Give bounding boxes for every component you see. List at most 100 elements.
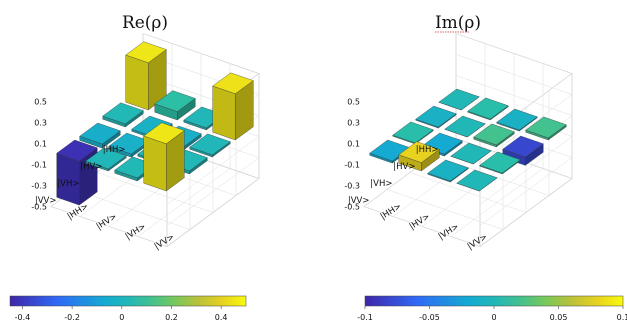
row-label: |HH> <box>416 145 439 155</box>
floor-gridline <box>50 206 168 247</box>
row-label: |VH> <box>57 179 79 189</box>
row-label: |VH> <box>370 179 392 189</box>
colorbar-tick-label: -0.05 <box>419 313 440 322</box>
bar-1-1 <box>444 115 486 138</box>
bar-3-3 <box>456 169 498 192</box>
floor-gridline <box>450 168 544 237</box>
colorbar-gradient <box>9 295 247 307</box>
bar-top-face <box>102 102 144 125</box>
colorbar-tick-label: 0.4 <box>215 313 228 322</box>
z-tick-label: 0.3 <box>347 119 360 128</box>
row-label: |VV> <box>348 196 370 206</box>
bar-top-face <box>467 97 509 120</box>
bar-front-face <box>143 135 167 192</box>
bar-top-face <box>212 72 254 94</box>
colorbar-tick-label: -0.2 <box>64 313 80 322</box>
bar-2-2 <box>450 142 492 165</box>
bars <box>56 41 254 206</box>
z-tick-label: -0.5 <box>344 203 360 212</box>
colorbar: -0.4 -0.2 0 0.2 0.4 <box>9 295 247 322</box>
bar-top-face <box>473 123 515 146</box>
bar-front-face <box>212 85 236 141</box>
bar-top-face <box>108 132 150 155</box>
column-label: |HV> <box>408 212 432 232</box>
z-tick-label: 0.5 <box>347 98 360 107</box>
bar-0-3 <box>525 116 567 141</box>
z-tick-label: -0.3 <box>31 182 47 191</box>
bar-top-face <box>369 139 411 162</box>
bar-top-face <box>79 122 121 145</box>
colorbar-tick-label: -0.4 <box>15 313 31 322</box>
bar-top-face <box>438 88 480 111</box>
bar-0-1 <box>154 90 196 121</box>
z-tick-label: 0.3 <box>34 119 47 128</box>
bar-3-3 <box>143 122 185 192</box>
colorbar-tick-label: 0 <box>119 313 124 322</box>
column-label: |VH> <box>124 222 148 242</box>
floor-gridline <box>363 206 481 247</box>
z-tick-label: -0.5 <box>31 203 47 212</box>
bar-top-face <box>189 133 231 156</box>
bar-3-1 <box>398 141 440 172</box>
bars <box>369 88 567 192</box>
bar-top-face <box>456 169 498 192</box>
colorbar: -0.1 -0.05 0 0.05 0.1 <box>357 295 627 322</box>
z-tick-labels: 0.5 0.3 0.1 -0.1 -0.3 -0.5 <box>344 98 360 212</box>
floor-gridline <box>137 168 231 237</box>
bar-1-0 <box>415 105 457 129</box>
row-label: |HV> <box>80 162 102 172</box>
column-labels: |HH> |HV> |VH>|VV> <box>379 201 490 252</box>
column-label: |VV> <box>153 232 177 252</box>
column-labels: |HH> |HV> |VH>|VV> <box>66 201 177 252</box>
bar-1-0 <box>102 102 144 128</box>
bar-top-face <box>415 105 457 128</box>
bar-top-face <box>143 122 185 144</box>
row-labels: |HH>|HV>|VH>|VV> <box>348 145 439 206</box>
z-tick-labels: 0.5 0.3 0.1 -0.1 -0.3 -0.5 <box>31 98 47 212</box>
z-tick-label: 0.1 <box>34 140 47 149</box>
bar-0-2 <box>496 108 538 132</box>
chart-title-im: Im(ρ) <box>435 13 481 33</box>
column-label: |VH> <box>437 222 461 242</box>
floor-gridline <box>386 189 504 230</box>
bar-top-face <box>525 116 567 139</box>
z-tick-label: -0.1 <box>344 161 360 170</box>
bar-0-0 <box>125 41 167 111</box>
column-label: |HV> <box>95 212 119 232</box>
z-tick-label: -0.1 <box>31 161 47 170</box>
bar-top-face <box>450 142 492 165</box>
bar-2-0 <box>392 121 434 145</box>
bar-top-face <box>496 108 538 131</box>
bar-top-face <box>56 139 98 162</box>
bar-top-face <box>398 141 440 163</box>
colorbar-gradient <box>364 295 624 307</box>
bar-1-3 <box>189 133 231 158</box>
bar-2-0 <box>79 122 121 149</box>
bar-0-1 <box>467 97 509 121</box>
z-tick-label: 0.1 <box>347 140 360 149</box>
floor-gridline <box>166 178 260 247</box>
floor-gridline <box>73 189 191 230</box>
bar-0-0 <box>438 88 480 111</box>
chart-title-re: Re(ρ) <box>122 13 168 33</box>
z-tick-label: -0.3 <box>344 182 360 191</box>
column-label: |VV> <box>466 232 490 252</box>
row-label: |HV> <box>393 162 415 172</box>
z-tick-label: 0.5 <box>34 98 47 107</box>
colorbar-tick-label: 0.2 <box>165 313 178 322</box>
colorbar-tick-label: 0 <box>491 313 496 322</box>
bar-1-2 <box>473 123 515 148</box>
colorbar-tick-label: 0.1 <box>617 313 627 322</box>
row-label: |HH> <box>103 145 126 155</box>
colorbar-tick-label: -0.1 <box>357 313 373 322</box>
bar-top-face <box>479 151 521 174</box>
bar-0-3 <box>212 72 254 141</box>
bar-top-face <box>392 121 434 144</box>
bar-top-face <box>154 90 196 112</box>
re-rho-panel: 0.50.30.1-0.1-0.3-0.5|HH>|HV>|VH>|VV>|HH… <box>9 33 260 322</box>
row-label: |VV> <box>35 196 57 206</box>
colorbar-tick-label: 0.05 <box>550 313 568 322</box>
bar-top-face <box>502 135 544 158</box>
bar-front-face <box>125 54 149 111</box>
